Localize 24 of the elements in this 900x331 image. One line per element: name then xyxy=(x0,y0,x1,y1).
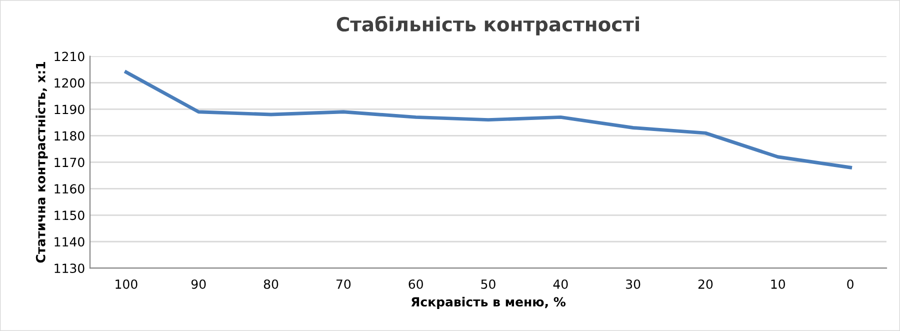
y-tick-label: 1130 xyxy=(54,264,84,274)
y-axis-title: Статична контрастність, х:1 xyxy=(36,62,48,263)
y-tick-label: 1180 xyxy=(54,131,84,141)
x-tick-label: 80 xyxy=(264,279,278,289)
y-tick-label: 1200 xyxy=(54,78,84,88)
x-tick-label: 30 xyxy=(626,279,640,289)
x-tick-label: 40 xyxy=(553,279,568,289)
x-tick-label: 100 xyxy=(116,279,138,289)
x-axis-title: Яскравість в меню, % xyxy=(411,296,566,309)
x-tick-label: 90 xyxy=(191,279,206,289)
x-tick-label: 70 xyxy=(336,279,351,289)
line-series xyxy=(124,70,852,170)
y-tick-label: 1160 xyxy=(54,184,84,194)
y-tick-label: 1210 xyxy=(54,52,84,62)
y-tick-label: 1150 xyxy=(54,210,84,220)
x-tick-label: 20 xyxy=(698,279,713,289)
x-tick-label: 50 xyxy=(481,279,496,289)
y-tick-label: 1190 xyxy=(54,104,84,114)
y-tick-label: 1140 xyxy=(54,237,84,247)
y-tick-label: 1170 xyxy=(54,158,84,168)
x-tick-label: 60 xyxy=(408,279,423,289)
x-tick-label: 10 xyxy=(771,279,786,289)
x-tick-label: 0 xyxy=(847,279,854,289)
chart-title: Стабільність контрастності xyxy=(336,16,639,36)
